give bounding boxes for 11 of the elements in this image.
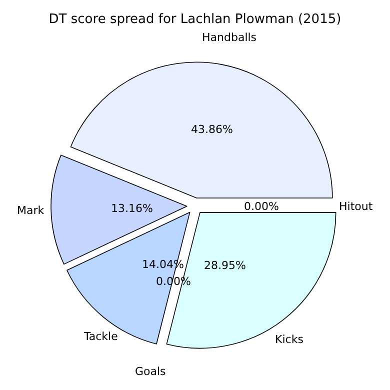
- data-label: 13.16%: [111, 202, 153, 215]
- slice-label: Tackle: [83, 330, 118, 343]
- data-label: 43.86%: [191, 123, 233, 136]
- chart-title: DT score spread for Lachlan Plowman (2015): [48, 12, 342, 27]
- category-label: Goals: [135, 365, 166, 378]
- slice-label: Mark: [17, 204, 45, 217]
- category-label: Hitout: [339, 200, 373, 213]
- slice-label: Kicks: [275, 333, 304, 346]
- data-label: 28.95%: [204, 259, 246, 272]
- text: 0.00%: [244, 200, 279, 213]
- slice-label: Handballs: [202, 31, 257, 44]
